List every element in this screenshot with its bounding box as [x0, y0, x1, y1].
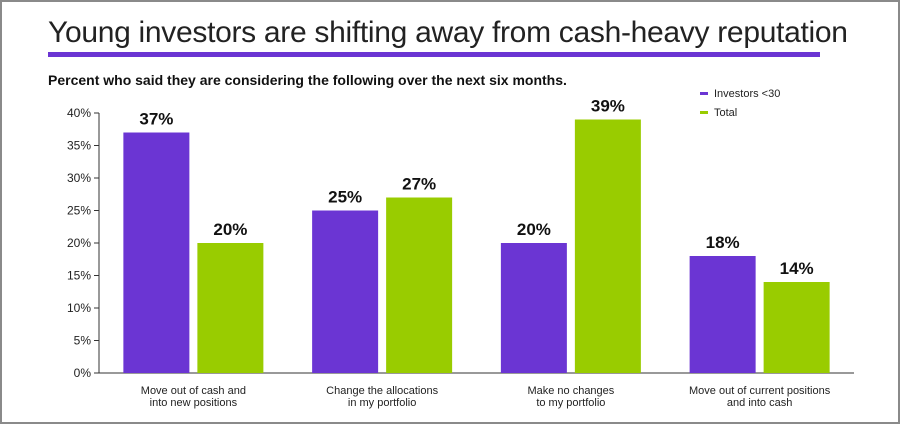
y-tick-label: 0% [74, 366, 92, 380]
bar-total [763, 282, 830, 373]
legend-item-investors: Investors <30 [700, 84, 780, 103]
data-label: 20% [213, 220, 247, 239]
data-label: 39% [591, 97, 625, 116]
title-rule [48, 52, 820, 57]
legend-swatch-investors [700, 92, 708, 95]
category-label-line: Change the allocations [326, 385, 439, 397]
category-label: Change the allocations in my portfolio [302, 385, 462, 409]
data-label: 20% [517, 220, 551, 239]
y-tick-label: 35% [67, 139, 91, 153]
legend-label-total: Total [714, 106, 738, 119]
legend-label-investors: Investors <30 [714, 87, 781, 100]
legend-item-total: Total [700, 103, 780, 122]
category-label-line: Make no changes [527, 385, 615, 397]
legend-swatch-total [700, 111, 708, 114]
category-label-line: and into cash [726, 397, 793, 409]
category-label: Make no changes to my portfolio [491, 385, 651, 409]
bar-investors-under-30 [312, 210, 379, 373]
category-label-line: Move out of cash and [140, 385, 246, 397]
y-tick-label: 10% [67, 301, 91, 315]
category-label-line: Move out of current positions [689, 385, 831, 397]
category-label-line: to my portfolio [536, 397, 606, 409]
bar-total [386, 197, 453, 373]
y-tick-label: 25% [67, 204, 91, 218]
category-label-line: into new positions [149, 397, 238, 409]
y-tick-label: 15% [67, 269, 91, 283]
data-label: 37% [139, 110, 173, 129]
bar-investors-under-30 [123, 132, 190, 373]
y-tick-label: 5% [74, 334, 92, 348]
category-label: Move out of cash and into new positions [113, 385, 273, 409]
data-label: 14% [780, 259, 814, 278]
data-label: 27% [402, 175, 436, 194]
category-label: Move out of current positions and into ca… [680, 385, 840, 409]
data-label: 25% [328, 188, 362, 207]
legend: Investors <30 Total [700, 84, 780, 122]
bar-total [574, 119, 641, 373]
category-label-line: in my portfolio [347, 397, 417, 409]
y-tick-label: 30% [67, 171, 91, 185]
bar-investors-under-30 [689, 256, 756, 373]
chart-subtitle: Percent who said they are considering th… [48, 72, 567, 88]
data-label: 18% [706, 233, 740, 252]
y-tick-label: 40% [67, 106, 91, 120]
y-tick-label: 20% [67, 236, 91, 250]
bar-total [197, 243, 264, 373]
chart-title: Young investors are shifting away from c… [48, 16, 848, 49]
bar-investors-under-30 [500, 243, 567, 373]
